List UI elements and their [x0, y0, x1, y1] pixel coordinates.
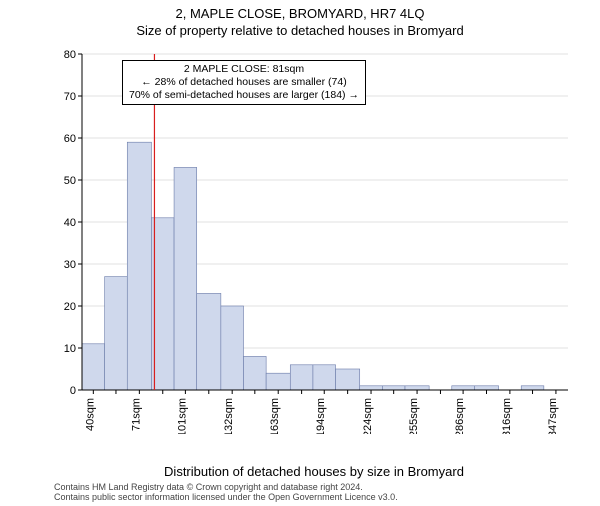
svg-text:101sqm: 101sqm	[176, 398, 188, 434]
svg-text:71sqm: 71sqm	[130, 398, 142, 431]
svg-text:40: 40	[64, 217, 76, 229]
svg-text:163sqm: 163sqm	[269, 398, 281, 434]
svg-text:20: 20	[64, 301, 76, 313]
svg-text:80: 80	[64, 50, 76, 61]
annotation-line1: 2 MAPLE CLOSE: 81sqm	[129, 63, 359, 76]
annotation-line3: 70% of semi-detached houses are larger (…	[129, 89, 359, 102]
annotation-line2: ← 28% of detached houses are smaller (74…	[129, 76, 359, 89]
svg-text:347sqm: 347sqm	[547, 398, 559, 434]
svg-text:224sqm: 224sqm	[362, 398, 374, 434]
svg-text:316sqm: 316sqm	[501, 398, 513, 434]
svg-text:286sqm: 286sqm	[454, 398, 466, 434]
x-axis-label: Distribution of detached houses by size …	[54, 464, 574, 479]
histogram-svg: 0 10 20 30 40 50 60 70 80 40sqm 71sqm 101sqm 132sqm 1…	[54, 50, 574, 434]
chart-area: 0 10 20 30 40 50 60 70 80 40sqm 71sqm 101sqm 132sqm 1…	[54, 50, 574, 434]
svg-text:30: 30	[64, 259, 76, 271]
svg-text:194sqm: 194sqm	[315, 398, 327, 434]
svg-text:40sqm: 40sqm	[84, 398, 96, 431]
svg-text:0: 0	[70, 385, 76, 397]
page-title: 2, MAPLE CLOSE, BROMYARD, HR7 4LQ	[0, 6, 600, 21]
chart-subtitle: Size of property relative to detached ho…	[0, 23, 600, 38]
svg-text:60: 60	[64, 133, 76, 145]
svg-text:50: 50	[64, 175, 76, 187]
footer-line2: Contains public sector information licen…	[54, 492, 574, 502]
footer-line1: Contains HM Land Registry data © Crown c…	[54, 482, 574, 492]
svg-text:70: 70	[64, 91, 76, 103]
svg-text:255sqm: 255sqm	[408, 398, 420, 434]
svg-text:132sqm: 132sqm	[223, 398, 235, 434]
annotation-box: 2 MAPLE CLOSE: 81sqm ← 28% of detached h…	[122, 60, 366, 105]
svg-text:10: 10	[64, 343, 76, 355]
